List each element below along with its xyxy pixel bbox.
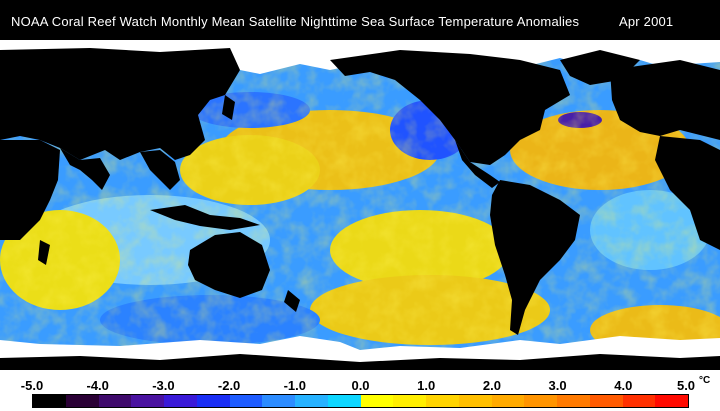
color-swatch xyxy=(360,395,394,407)
color-swatch xyxy=(393,395,426,407)
sst-anomaly-map xyxy=(0,40,720,370)
land-africa-west xyxy=(655,136,720,250)
color-swatch xyxy=(196,395,230,407)
color-swatch xyxy=(491,395,525,407)
color-swatch xyxy=(65,395,99,407)
land-south-america xyxy=(490,180,580,335)
color-swatch xyxy=(33,395,66,407)
antarctica-land xyxy=(0,354,720,370)
scale-tick-label: 0.0 xyxy=(351,378,370,393)
scale-tick-label: 3.0 xyxy=(548,378,567,393)
land-indonesia xyxy=(150,205,260,230)
color-swatch xyxy=(164,395,197,407)
land-greenland xyxy=(560,50,640,85)
land-new-zealand xyxy=(284,290,300,312)
scale-tick-label: -1.0 xyxy=(283,378,306,393)
color-swatch xyxy=(295,395,328,407)
map-title-bar: NOAA Coral Reef Watch Monthly Mean Satel… xyxy=(0,0,720,40)
color-swatch xyxy=(262,395,295,407)
color-swatch xyxy=(327,395,361,407)
land-japan xyxy=(222,95,235,120)
scale-tick-label: -4.0 xyxy=(86,378,109,393)
color-swatch xyxy=(589,395,623,407)
scale-tick-label: -5.0 xyxy=(20,378,44,393)
map-date: Apr 2001 xyxy=(619,14,674,29)
color-swatch xyxy=(229,395,263,407)
map-title: NOAA Coral Reef Watch Monthly Mean Satel… xyxy=(11,14,580,29)
scale-tick-label: 5.0 xyxy=(676,378,696,393)
color-swatch xyxy=(131,395,164,407)
scale-tick-label: -3.0 xyxy=(152,378,175,393)
scale-tick-label: 4.0 xyxy=(614,378,633,393)
color-swatch xyxy=(426,395,459,407)
land-asia xyxy=(0,48,240,160)
land-africa xyxy=(0,140,60,240)
scale-tick-label: -2.0 xyxy=(217,378,241,393)
scale-unit: °C xyxy=(699,375,711,386)
land-europe xyxy=(610,60,720,140)
land-central-america xyxy=(455,140,500,188)
land-arabia-india xyxy=(60,148,110,190)
color-swatch xyxy=(458,395,492,407)
scale-tick-label: 2.0 xyxy=(482,378,501,393)
color-bar xyxy=(32,394,689,408)
land-madagascar xyxy=(38,240,50,265)
color-swatch xyxy=(98,395,132,407)
color-swatch xyxy=(622,395,656,407)
scale-tick-label: 1.0 xyxy=(417,378,436,393)
land-north-america xyxy=(330,50,570,165)
color-swatch xyxy=(557,395,590,407)
land-masks xyxy=(0,48,720,335)
land-se-asia xyxy=(140,150,180,190)
color-swatch xyxy=(524,395,557,407)
land-australia xyxy=(188,232,270,298)
color-swatch xyxy=(655,395,688,407)
color-scale-legend: -5.0 -4.0 -3.0 -2.0 -1.0 0.0 1.0 2.0 3.0… xyxy=(0,370,720,411)
